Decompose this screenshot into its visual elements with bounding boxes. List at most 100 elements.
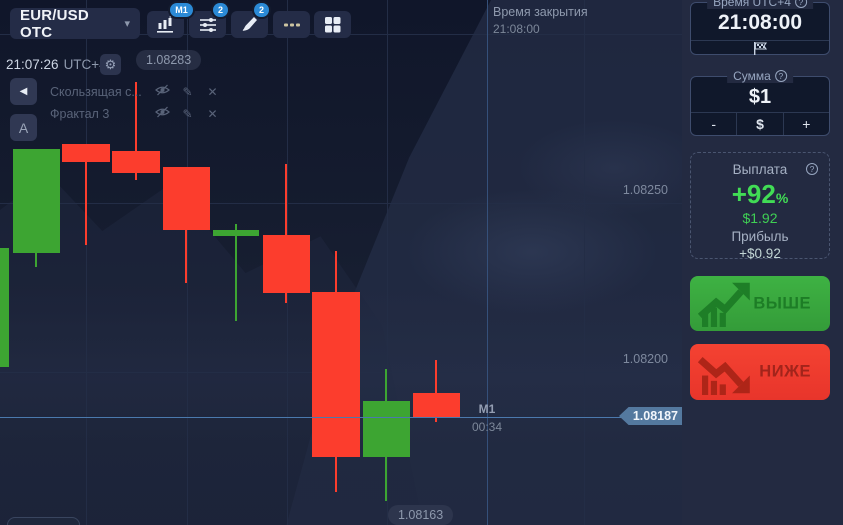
chart-type-button[interactable] — [147, 11, 184, 38]
v-gridline — [584, 0, 585, 525]
server-clock: 21:07:26 UTC+4 — [6, 57, 107, 72]
current-price-line — [0, 417, 682, 418]
candle-body — [413, 393, 460, 418]
v-gridline — [86, 0, 87, 525]
visibility-eye-icon[interactable] — [150, 84, 175, 99]
chevron-down-icon: ▾ — [124, 18, 130, 30]
indicator-row: Фрактал 3 ✎ ✕ — [50, 106, 225, 121]
candle-wick — [85, 144, 87, 245]
grid-icon — [325, 17, 341, 33]
payout-percent-suffix: % — [775, 190, 789, 206]
time-box-legend-text: Время UTC+4 — [713, 0, 791, 9]
text-tool-button[interactable]: A — [10, 114, 37, 141]
amount-box-legend: Сумма ? — [727, 69, 793, 83]
current-price-tag: 1.08187 — [619, 407, 682, 425]
countdown-timer: 00:34 — [471, 420, 503, 434]
profit-label: Прибыль — [731, 229, 789, 244]
timeframe-badge: M1 — [170, 3, 193, 17]
closing-time-value: 21:08:00 — [493, 22, 540, 36]
indicator-row: Скользящая с... ✎ ✕ — [50, 84, 225, 99]
candle-wick — [285, 164, 287, 303]
amount-increase-button[interactable]: + — [782, 113, 829, 135]
indicators-button[interactable] — [189, 11, 226, 38]
brush-icon — [242, 17, 257, 31]
candle-body — [213, 230, 259, 236]
symbol-dropdown[interactable]: EUR/USD OTC ▾ — [10, 6, 140, 41]
edit-pencil-icon[interactable]: ✎ — [182, 84, 193, 99]
payout-amount: $1.92 — [742, 210, 778, 226]
low-price-marker: 1.08163 — [388, 505, 454, 525]
indicator-name: Фрактал 3 — [50, 106, 110, 121]
h-gridline — [0, 203, 682, 204]
price-axis-label: 1.08200 — [622, 352, 668, 366]
candle-body — [312, 292, 360, 457]
drawings-badge: 2 — [254, 3, 269, 17]
remove-icon[interactable]: ✕ — [207, 84, 218, 99]
payout-title: Выплата — [732, 162, 788, 177]
symbol-label: EUR/USD OTC — [20, 6, 89, 41]
amount-box-legend-text: Сумма — [733, 69, 771, 83]
closing-time-label: Время закрытия 21:08:00 — [493, 5, 588, 36]
more-tools-button[interactable] — [273, 11, 310, 38]
trend-up-icon — [698, 282, 750, 327]
candle-body — [0, 248, 9, 367]
layout-grid-button[interactable] — [314, 11, 351, 38]
candle-body — [112, 151, 160, 173]
v-gridline — [187, 0, 188, 525]
text-tool-label: A — [18, 119, 29, 136]
gear-icon: ⚙ — [104, 56, 117, 72]
countdown-timeframe: M1 — [478, 402, 496, 416]
indicator-name: Скользящая с... — [50, 84, 142, 99]
expiration-time-box[interactable]: Время UTC+4 ? 21:08:00 — [690, 0, 830, 55]
buy-button-label: ВЫШЕ — [753, 294, 811, 312]
candlestick-chart-icon — [157, 16, 173, 33]
sliders-icon — [199, 17, 216, 32]
candle-body — [62, 144, 110, 162]
candle-body — [363, 401, 410, 457]
expiration-time-value: 21:08:00 — [717, 11, 803, 34]
closing-time-title: Время закрытия — [493, 5, 588, 19]
flag-row[interactable] — [691, 40, 829, 55]
clock-timezone: UTC+4 — [63, 57, 107, 72]
time-box-legend: Время UTC+4 ? — [707, 0, 813, 9]
finish-flag-icon — [754, 41, 768, 55]
remove-icon[interactable]: ✕ — [207, 106, 218, 121]
candle-body — [263, 235, 310, 293]
trade-panel: Время UTC+4 ? 21:08:00 Сумма ? $1 - — [682, 0, 843, 525]
closing-time-line — [487, 0, 488, 525]
sell-lower-button[interactable]: НИЖЕ — [690, 344, 830, 400]
candle-wick — [435, 360, 437, 422]
candle-wick — [235, 224, 237, 321]
collapse-sidebar-button[interactable]: ◀ — [10, 78, 37, 105]
clock-time: 21:07:26 — [6, 57, 59, 72]
candle-wick — [135, 82, 137, 180]
chart-area: 1.08187 1.08250 1.08200 1.08283 1.08163 M1 00:… — [0, 0, 682, 525]
v-gridline — [387, 0, 388, 525]
amount-box[interactable]: Сумма ? $1 - $ + — [690, 69, 830, 136]
buy-higher-button[interactable]: ВЫШЕ — [690, 276, 830, 331]
sell-button-label: НИЖЕ — [759, 362, 811, 381]
payout-percent: +92% — [691, 181, 829, 207]
price-axis-label: 1.08250 — [622, 183, 668, 197]
visibility-eye-icon[interactable] — [150, 106, 175, 121]
candle-body — [13, 149, 60, 253]
indicators-badge: 2 — [213, 3, 228, 17]
settings-button[interactable]: ⚙ — [100, 54, 121, 75]
profit-value: +$0.92 — [739, 246, 781, 261]
currency-button[interactable]: $ — [736, 113, 782, 135]
amount-decrease-button[interactable]: - — [711, 116, 716, 132]
help-icon[interactable]: ? — [806, 163, 818, 175]
payout-title-row: Выплата ? — [691, 162, 829, 177]
payout-percent-value: +92 — [731, 179, 776, 209]
more-dots-icon — [283, 23, 300, 26]
help-icon[interactable]: ? — [794, 0, 807, 8]
payout-box: Выплата ? +92% $1.92 Прибыль +$0.92 — [690, 152, 830, 261]
bottom-left-partial-widget — [7, 517, 80, 525]
edit-pencil-icon[interactable]: ✎ — [182, 106, 193, 121]
help-icon[interactable]: ? — [774, 70, 787, 82]
chart-canvas: 1.08187 1.08250 1.08200 1.08283 1.08163 M1 00:… — [0, 0, 682, 525]
amount-value[interactable]: $1 — [748, 86, 772, 108]
trend-down-icon — [698, 356, 750, 395]
candle-body — [163, 167, 210, 230]
